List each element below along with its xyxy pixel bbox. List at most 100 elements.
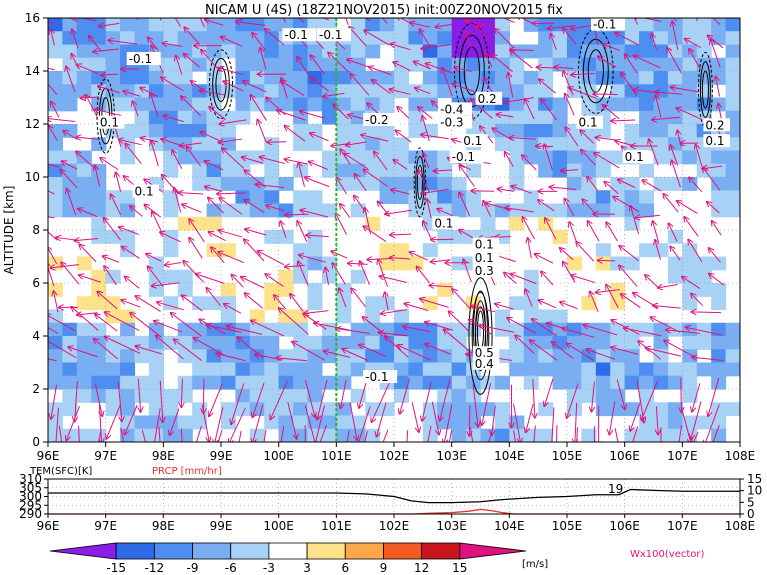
shading-cell xyxy=(581,349,597,364)
shading-cell xyxy=(538,402,554,417)
shading-cell xyxy=(509,110,525,125)
wind-vector xyxy=(94,339,119,360)
shading-cell xyxy=(235,163,251,178)
shading-cell xyxy=(307,283,323,297)
wind-vector xyxy=(53,291,59,313)
shading-cell xyxy=(177,124,193,138)
wind-vector xyxy=(564,199,575,217)
shading-cell xyxy=(538,428,554,442)
shading-cell xyxy=(48,309,64,324)
wind-vector xyxy=(641,380,659,420)
wind-vector xyxy=(393,160,408,170)
shading-cell xyxy=(221,402,237,417)
shading-cell xyxy=(480,110,496,125)
wind-vector xyxy=(219,68,244,76)
wind-vector xyxy=(183,261,204,283)
wind-vector xyxy=(333,104,349,120)
wind-vector xyxy=(656,406,658,434)
wind-vector xyxy=(594,153,620,169)
wind-vector xyxy=(588,221,600,242)
shading-cell xyxy=(76,428,92,442)
colorbar-unit: [m/s] xyxy=(522,559,548,570)
shading-cell xyxy=(394,190,410,205)
shading-cell xyxy=(264,163,280,178)
shading-cell xyxy=(192,31,208,46)
shading-cell xyxy=(264,349,280,364)
colorbar-segment xyxy=(230,542,270,560)
shading-cell xyxy=(48,71,64,85)
wind-vector xyxy=(93,49,119,52)
wind-vector xyxy=(151,141,159,167)
shading-cell xyxy=(451,322,467,337)
wind-vector xyxy=(337,178,348,195)
wind-vector xyxy=(298,18,305,23)
wind-vector xyxy=(528,238,532,259)
shading-cell xyxy=(62,97,78,112)
contour-label-bg xyxy=(472,346,500,360)
wind-vector xyxy=(163,43,183,47)
contour-label: 0.4 xyxy=(475,357,494,371)
contour-line xyxy=(701,70,709,109)
main-y-ticks: 0 2 4 6 8 10 12 14 16 xyxy=(25,11,48,449)
wind-vector xyxy=(692,357,724,361)
shading-cell xyxy=(667,57,683,72)
shading-cell xyxy=(653,243,669,258)
wind-vector xyxy=(274,295,287,310)
shading-cell xyxy=(62,349,78,364)
shading-cell xyxy=(148,362,164,377)
wind-vector xyxy=(385,292,389,311)
wind-vector xyxy=(67,189,77,216)
shading-cell xyxy=(711,428,727,442)
shading-cell xyxy=(48,402,64,417)
shading-cell xyxy=(293,415,309,430)
wind-vector xyxy=(417,267,431,284)
shading-cell xyxy=(595,336,611,350)
wind-vector xyxy=(385,209,413,214)
wind-vector xyxy=(691,401,702,438)
shading-cell xyxy=(422,163,438,178)
shading-cell xyxy=(105,44,121,59)
wind-vector xyxy=(576,242,595,262)
shading-cell xyxy=(293,57,309,72)
shading-cell xyxy=(105,296,121,311)
main-x-ticks: 96E 97E 98E 99E 100E 101E 102E 103E 104E 105E 106E… xyxy=(37,442,755,463)
wind-vector xyxy=(280,221,287,238)
shading-cell xyxy=(221,336,237,350)
colorbar-tick-label: 12 xyxy=(414,561,429,575)
shading-cell xyxy=(725,402,740,417)
shading-cell xyxy=(177,31,193,46)
wind-vector xyxy=(199,18,205,28)
wind-vector xyxy=(241,277,265,289)
shading-cell xyxy=(91,57,107,72)
shading-cell xyxy=(639,71,655,85)
shading-cell xyxy=(610,322,626,337)
shading-cell xyxy=(394,349,410,364)
shading-cell xyxy=(494,402,510,417)
wind-vector xyxy=(217,429,223,442)
shading-cell xyxy=(148,336,164,350)
wind-vector xyxy=(63,131,78,141)
wind-vector xyxy=(280,425,285,442)
y-tick-label: 0 xyxy=(747,507,755,521)
shading-cell xyxy=(120,336,136,350)
wind-vector xyxy=(692,383,701,411)
wind-vector xyxy=(349,402,357,440)
wind-vector xyxy=(347,59,371,68)
shading-cell xyxy=(509,163,525,178)
shading-cell xyxy=(293,362,309,377)
x-tick-label: 102E xyxy=(379,449,410,463)
wind-vector xyxy=(590,292,599,313)
wind-vector xyxy=(76,137,100,139)
shading-cell xyxy=(523,375,539,390)
shading-cell xyxy=(350,97,366,112)
wind-vector xyxy=(207,288,221,306)
colorbar-segment xyxy=(459,542,527,560)
shading-cell xyxy=(134,18,150,32)
wind-vector xyxy=(152,282,180,286)
shading-cell xyxy=(48,177,64,191)
wind-vector xyxy=(244,200,265,213)
wind-vector xyxy=(200,91,225,96)
shading-cell xyxy=(163,97,179,112)
shading-cell xyxy=(293,190,309,205)
shading-cell xyxy=(293,389,309,403)
